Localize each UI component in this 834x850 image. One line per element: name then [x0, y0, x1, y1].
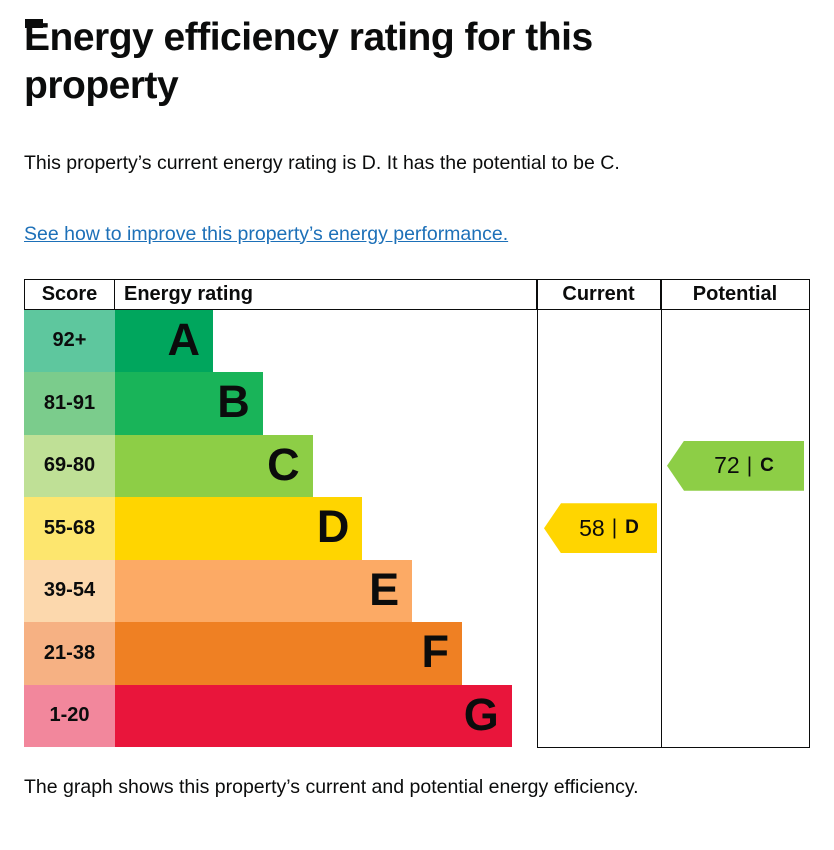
header-score: Score: [24, 279, 115, 309]
band-letter-E: E: [369, 563, 400, 615]
score-range-G: 1-20: [24, 684, 115, 747]
chart-caption: The graph shows this property’s current …: [24, 775, 639, 798]
band-letter-G: G: [463, 688, 499, 740]
epc-page: Energy efficiency rating for this proper…: [0, 14, 834, 850]
header-energy-rating: Energy rating: [115, 279, 537, 309]
band-bar-F: F: [115, 622, 462, 685]
band-letter-A: A: [167, 313, 201, 365]
band-row-B: 81-91 B: [24, 372, 810, 435]
band-bar-D: D: [115, 497, 363, 560]
band-letter-B: B: [217, 376, 250, 428]
epc-chart-header: Score Energy rating Current Potential: [24, 278, 810, 310]
band-row-G: 1-20 G: [24, 684, 810, 747]
header-potential: Potential: [661, 279, 810, 309]
rating-summary-text: This property’s current energy rating is…: [24, 152, 620, 175]
page-title: Energy efficiency rating for this proper…: [24, 16, 593, 107]
current-rating-arrow: 58 | D: [544, 503, 657, 554]
current-rating-arrow-separator: |: [611, 516, 618, 540]
band-row-D: 55-68 D: [24, 497, 810, 560]
score-range-B: 81-91: [24, 372, 115, 435]
band-bar-B: B: [115, 372, 263, 435]
potential-rating-arrow: 72 | C: [667, 440, 804, 491]
score-range-A: 92+: [24, 309, 115, 372]
rating-bands: 92+ A 81-91 B 69-80 C 55-68 D 39-54 E 21-38 F 1-20 G: [24, 309, 810, 747]
epc-chart-body: 92+ A 81-91 B 69-80 C 55-68 D 39-54 E 21-38 F 1-20 G …: [24, 278, 810, 748]
band-bar-G: G: [115, 684, 512, 747]
band-bar-C: C: [115, 434, 313, 497]
band-row-A: 92+ A: [24, 309, 810, 372]
band-letter-D: D: [316, 501, 350, 553]
potential-rating-arrow-separator: |: [746, 453, 753, 477]
potential-rating-arrow-value: 72: [714, 452, 740, 479]
current-rating-arrow-letter: D: [625, 517, 639, 539]
band-bar-A: A: [115, 309, 213, 372]
improve-performance-link[interactable]: See how to improve this property’s energ…: [24, 222, 509, 245]
epc-rating-chart: Score Energy rating Current Potential 92…: [24, 278, 810, 748]
score-range-E: 39-54: [24, 559, 115, 622]
band-letter-C: C: [267, 438, 300, 490]
score-range-D: 55-68: [24, 497, 115, 560]
potential-rating-arrow-letter: C: [760, 454, 774, 476]
band-letter-F: F: [421, 626, 450, 678]
band-row-F: 21-38 F: [24, 622, 810, 685]
score-range-F: 21-38: [24, 622, 115, 685]
band-row-C: 69-80 C: [24, 434, 810, 497]
page-top-marker: [25, 19, 43, 28]
band-bar-E: E: [115, 559, 413, 622]
score-range-C: 69-80: [24, 434, 115, 497]
header-current: Current: [537, 279, 661, 309]
current-rating-arrow-value: 58: [579, 514, 605, 541]
band-row-E: 39-54 E: [24, 559, 810, 622]
